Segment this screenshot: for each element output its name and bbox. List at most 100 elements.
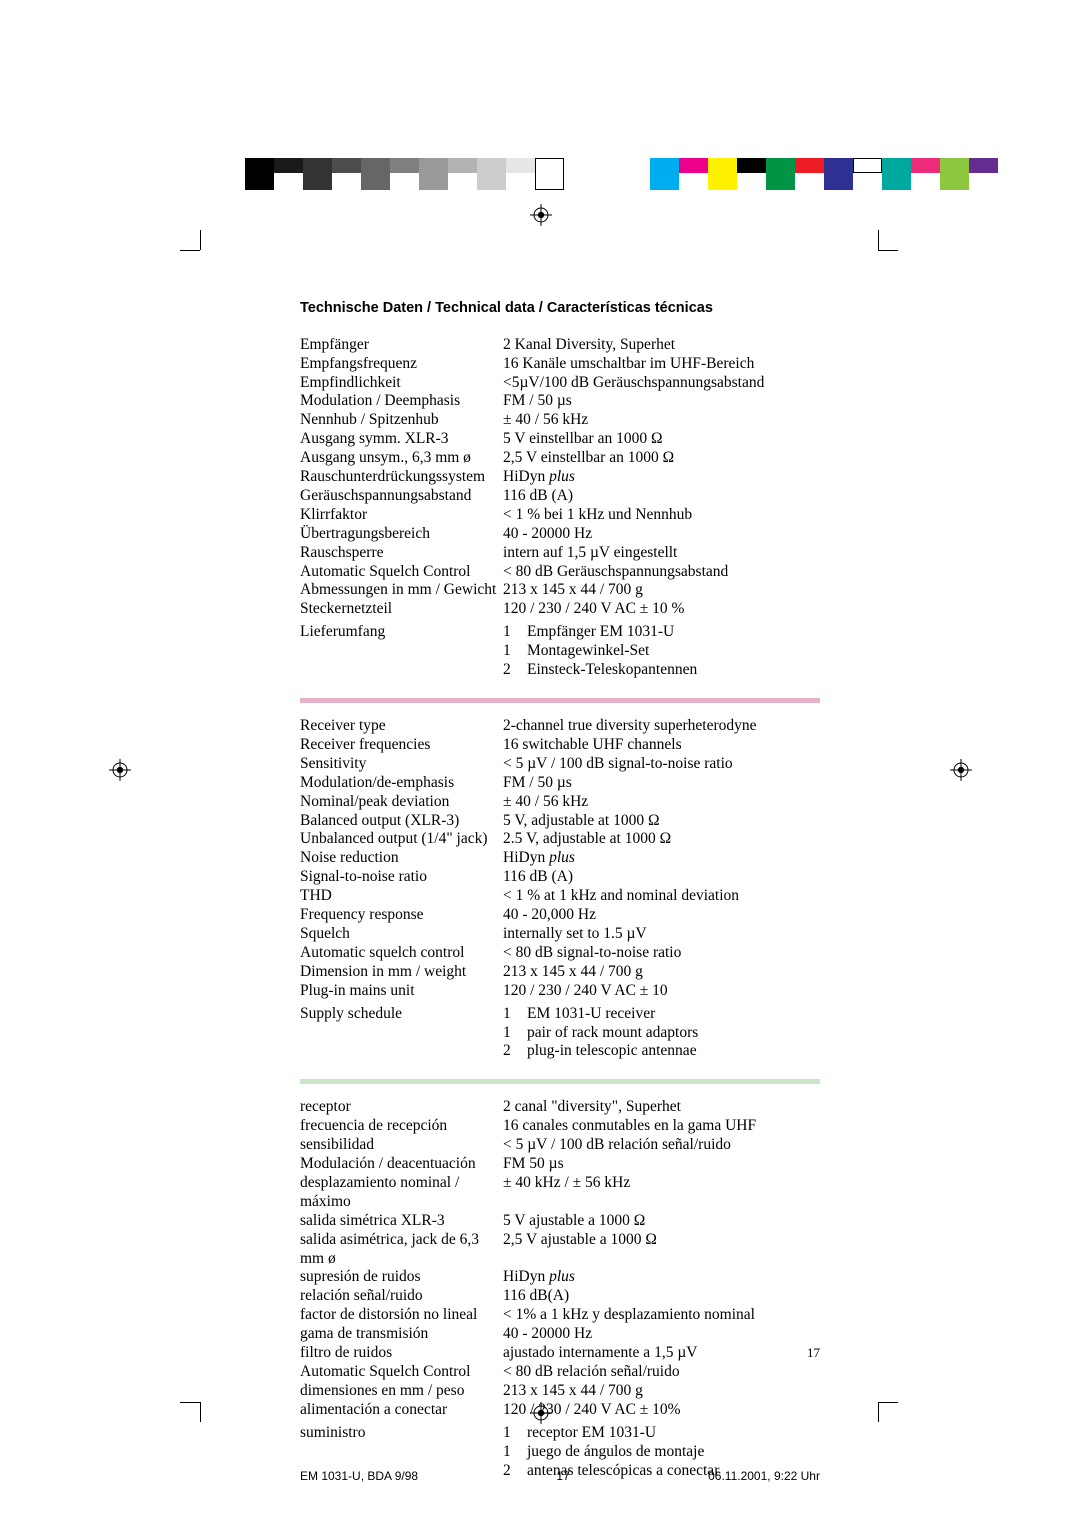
spec-row: dimensiones en mm / peso213 x 145 x 44 /… [300, 1382, 820, 1401]
spec-label: relación señal/ruido [300, 1287, 503, 1306]
spec-value: ± 40 kHz / ± 56 kHz [503, 1174, 820, 1212]
spec-label: alimentación a conectar [300, 1401, 503, 1420]
spec-label: supresión de ruidos [300, 1268, 503, 1287]
crop-mark [180, 1382, 220, 1422]
print-colorbar-right [650, 158, 998, 190]
footer-right: 06.11.2001, 9:22 Uhr [708, 1469, 820, 1483]
spec-label: Rauschsperre [300, 544, 503, 563]
supply-label [300, 642, 503, 661]
supply-label: Lieferumfang [300, 623, 503, 642]
spec-row: receptor2 canal "diversity", Superhet [300, 1098, 820, 1117]
spec-value: < 1 % bei 1 kHz und Nennhub [503, 506, 820, 525]
spec-value: intern auf 1,5 µV eingestellt [503, 544, 820, 563]
spec-row: Modulation / DeemphasisFM / 50 µs [300, 392, 820, 411]
spec-value: FM 50 µs [503, 1155, 820, 1174]
spec-value: FM / 50 µs [503, 774, 820, 793]
spec-row: Empfindlichkeit<5µV/100 dB Geräuschspann… [300, 374, 820, 393]
spec-label: Squelch [300, 925, 503, 944]
supply-value: 1Empfänger EM 1031-U [503, 623, 820, 642]
spec-value: 213 x 145 x 44 / 700 g [503, 1382, 820, 1401]
spec-row: gama de transmisión40 - 20000 Hz [300, 1325, 820, 1344]
supply-qty: 1 [503, 1424, 527, 1443]
spec-row: salida asimétrica, jack de 6,3 mm ø2,5 V… [300, 1231, 820, 1269]
spec-row: Nominal/peak deviation± 40 / 56 kHz [300, 793, 820, 812]
spec-label: gama de transmisión [300, 1325, 503, 1344]
language-divider [300, 1079, 820, 1084]
supply-value: 2plug-in telescopic antennae [503, 1042, 820, 1061]
spec-value: < 5 µV / 100 dB relación señal/ruido [503, 1136, 820, 1155]
spec-label: filtro de ruidos [300, 1344, 503, 1363]
spec-label: Rauschunterdrückungssystem [300, 468, 503, 487]
spec-value: 40 - 20000 Hz [503, 525, 820, 544]
supply-qty: 1 [503, 1005, 527, 1024]
supply-label [300, 1024, 503, 1043]
spec-row: Empfänger2 Kanal Diversity, Superhet [300, 336, 820, 355]
spec-value: 116 dB (A) [503, 487, 820, 506]
supply-row: 2Einsteck-Teleskopantennen [300, 661, 820, 680]
spec-value: 5 V, adjustable at 1000 Ω [503, 812, 820, 831]
spec-value: internally set to 1.5 µV [503, 925, 820, 944]
supply-text: Empfänger EM 1031-U [527, 623, 674, 642]
supply-value: 2Einsteck-Teleskopantennen [503, 661, 820, 680]
supply-text: receptor EM 1031-U [527, 1424, 656, 1443]
spec-label: Ausgang symm. XLR-3 [300, 430, 503, 449]
supply-qty: 2 [503, 661, 527, 680]
spec-value: 2,5 V einstellbar an 1000 Ω [503, 449, 820, 468]
spec-row: Modulation/de-emphasisFM / 50 µs [300, 774, 820, 793]
spec-row: Signal-to-noise ratio116 dB (A) [300, 868, 820, 887]
supply-text: Montagewinkel-Set [527, 642, 649, 661]
spec-row: supresión de ruidosHiDyn plus [300, 1268, 820, 1287]
spec-label: Unbalanced output (1/4" jack) [300, 830, 503, 849]
spec-row: Automatic Squelch Control< 80 dB relació… [300, 1363, 820, 1382]
spec-row: Rauschsperreintern auf 1,5 µV eingestell… [300, 544, 820, 563]
spec-row: Frequency response40 - 20,000 Hz [300, 906, 820, 925]
supply-text: Einsteck-Teleskopantennen [527, 661, 697, 680]
spec-value: FM / 50 µs [503, 392, 820, 411]
spec-label: Balanced output (XLR-3) [300, 812, 503, 831]
spec-row: Ausgang symm. XLR-35 V einstellbar an 10… [300, 430, 820, 449]
spec-label: desplazamiento nominal / máximo [300, 1174, 503, 1212]
spec-value: < 1 % at 1 kHz and nominal deviation [503, 887, 820, 906]
spec-label: salida asimétrica, jack de 6,3 mm ø [300, 1231, 503, 1269]
spec-value: < 1% a 1 kHz y desplazamiento nominal [503, 1306, 820, 1325]
spec-label: Empfänger [300, 336, 503, 355]
crop-mark [858, 1382, 898, 1422]
spec-value: 40 - 20,000 Hz [503, 906, 820, 925]
spec-label: Automatic squelch control [300, 944, 503, 963]
supply-row: 1pair of rack mount adaptors [300, 1024, 820, 1043]
spec-label: receptor [300, 1098, 503, 1117]
spec-label: frecuencia de recepción [300, 1117, 503, 1136]
spec-label: Automatic Squelch Control [300, 563, 503, 582]
spec-row: Ausgang unsym., 6,3 mm ø2,5 V einstellba… [300, 449, 820, 468]
language-divider [300, 698, 820, 703]
supply-text: EM 1031-U receiver [527, 1005, 655, 1024]
spec-row: Abmessungen in mm / Gewicht213 x 145 x 4… [300, 581, 820, 600]
supply-value: 1juego de ángulos de montaje [503, 1443, 820, 1462]
spec-label: Receiver frequencies [300, 736, 503, 755]
crop-mark [180, 230, 220, 270]
supply-qty: 1 [503, 623, 527, 642]
supply-qty: 1 [503, 1443, 527, 1462]
spec-label: Nennhub / Spitzenhub [300, 411, 503, 430]
spec-label: factor de distorsión no lineal [300, 1306, 503, 1325]
crop-mark [858, 230, 898, 270]
spec-row: Noise reductionHiDyn plus [300, 849, 820, 868]
spec-row: THD< 1 % at 1 kHz and nominal deviation [300, 887, 820, 906]
spec-value: HiDyn plus [503, 1268, 820, 1287]
spec-value: 16 canales conmutables en la gama UHF [503, 1117, 820, 1136]
supply-qty: 1 [503, 1024, 527, 1043]
spec-value: 16 switchable UHF channels [503, 736, 820, 755]
supply-value: 1EM 1031-U receiver [503, 1005, 820, 1024]
supply-row: Supply schedule1EM 1031-U receiver [300, 1005, 820, 1024]
spec-value: 2,5 V ajustable a 1000 Ω [503, 1231, 820, 1269]
supply-value: 1receptor EM 1031-U [503, 1424, 820, 1443]
spec-row: Sensitivity< 5 µV / 100 dB signal-to-noi… [300, 755, 820, 774]
spec-row: filtro de ruidosajustado internamente a … [300, 1344, 820, 1363]
spec-label: Empfangsfrequenz [300, 355, 503, 374]
spec-row: Receiver frequencies16 switchable UHF ch… [300, 736, 820, 755]
supply-qty: 1 [503, 642, 527, 661]
spec-label: Frequency response [300, 906, 503, 925]
supply-text: juego de ángulos de montaje [527, 1443, 704, 1462]
spec-value: 120 / 230 / 240 V AC ± 10 [503, 982, 820, 1001]
spec-label: Receiver type [300, 717, 503, 736]
